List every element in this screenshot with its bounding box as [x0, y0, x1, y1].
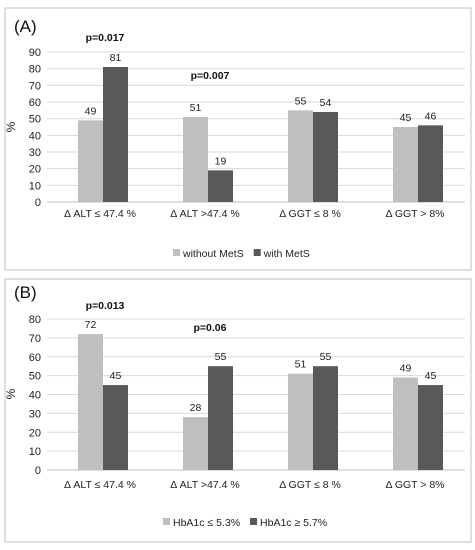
bar	[393, 127, 418, 202]
p-value-annotation: p=0.017	[86, 32, 125, 44]
p-value-annotation: p=0.007	[191, 70, 230, 82]
y-axis-label: %	[4, 388, 18, 399]
legend-swatch	[253, 249, 261, 256]
data-label: 54	[320, 97, 332, 109]
legend-entry: HbA1c ≤ 5.3%	[173, 517, 240, 529]
panel-border	[4, 278, 472, 543]
y-tick-label: 0	[35, 197, 41, 209]
x-tick-label: Δ ALT >47.4 %	[170, 208, 239, 220]
x-tick-label: Δ GGT > 8%	[385, 479, 444, 491]
data-label: 49	[400, 363, 412, 375]
x-tick-label: Δ GGT > 8%	[385, 208, 444, 220]
y-tick-label: 90	[29, 47, 41, 59]
data-label: 55	[215, 351, 227, 363]
legend-swatch	[163, 518, 170, 525]
y-tick-label: 10	[29, 446, 41, 458]
chart-panel-a: 0 10 20 30 40 50 60 70 80 90 (A)% 49 51 55 45 81 19 54 46 Δ…	[4, 7, 472, 271]
panel-label: (A)	[14, 17, 37, 36]
bar	[418, 385, 443, 470]
legend-entry: HbA1c ≥ 5.7%	[260, 517, 327, 529]
y-tick-label: 0	[35, 465, 41, 477]
data-label: 19	[215, 155, 227, 167]
bar	[288, 373, 313, 470]
bar	[103, 385, 128, 470]
y-tick-label: 80	[29, 314, 41, 326]
y-tick-label: 10	[29, 180, 41, 192]
data-label: 45	[425, 370, 437, 382]
y-tick-label: 60	[29, 352, 41, 364]
data-label: 45	[400, 112, 412, 124]
y-tick-label: 20	[29, 427, 41, 439]
bar	[288, 110, 313, 202]
y-tick-label: 60	[29, 97, 41, 109]
data-label: 49	[85, 105, 97, 117]
data-label: 46	[425, 110, 437, 122]
data-label: 55	[320, 351, 332, 363]
bar	[313, 112, 338, 202]
legend-swatch	[250, 518, 258, 525]
bar	[208, 170, 233, 202]
y-tick-label: 50	[29, 114, 41, 126]
panel-border	[4, 7, 472, 271]
y-tick-label: 40	[29, 130, 41, 142]
data-label: 51	[295, 359, 307, 371]
chart-panel-b: 0 10 20 30 40 50 60 70 80 (B)% 72 28 51 49 45 55 55 45 Δ A…	[4, 278, 472, 543]
p-value-annotation: p=0.06	[194, 322, 227, 334]
x-tick-label: Δ GGT ≤ 8 %	[279, 479, 341, 491]
panel-label: (B)	[14, 283, 37, 302]
y-tick-label: 20	[29, 164, 41, 176]
bar	[313, 366, 338, 470]
data-label: 51	[190, 102, 202, 114]
data-label: 55	[295, 95, 307, 107]
y-axis-label: %	[4, 121, 18, 132]
bar	[393, 377, 418, 470]
data-label: 81	[110, 52, 122, 64]
p-value-annotation: p=0.013	[86, 300, 125, 312]
y-tick-label: 30	[29, 147, 41, 159]
x-tick-label: Δ ALT ≤ 47.4 %	[64, 208, 136, 220]
x-tick-label: Δ ALT >47.4 %	[170, 479, 239, 491]
bar	[183, 417, 208, 470]
legend-swatch	[173, 249, 180, 256]
legend-entry: without MetS	[182, 248, 244, 260]
bar	[418, 125, 443, 202]
y-tick-label: 70	[29, 80, 41, 92]
x-tick-label: Δ GGT ≤ 8 %	[279, 208, 341, 220]
data-label: 28	[190, 402, 202, 414]
bar	[78, 334, 103, 470]
y-tick-label: 50	[29, 371, 41, 383]
legend-entry: with MetS	[263, 248, 310, 260]
x-tick-label: Δ ALT ≤ 47.4 %	[64, 479, 136, 491]
y-tick-label: 40	[29, 390, 41, 402]
y-tick-label: 70	[29, 333, 41, 345]
y-tick-label: 80	[29, 64, 41, 76]
bar	[78, 120, 103, 202]
bar	[183, 117, 208, 202]
data-label: 45	[110, 370, 122, 382]
bar	[103, 67, 128, 202]
y-tick-label: 30	[29, 408, 41, 420]
data-label: 72	[85, 319, 97, 331]
bar	[208, 366, 233, 470]
